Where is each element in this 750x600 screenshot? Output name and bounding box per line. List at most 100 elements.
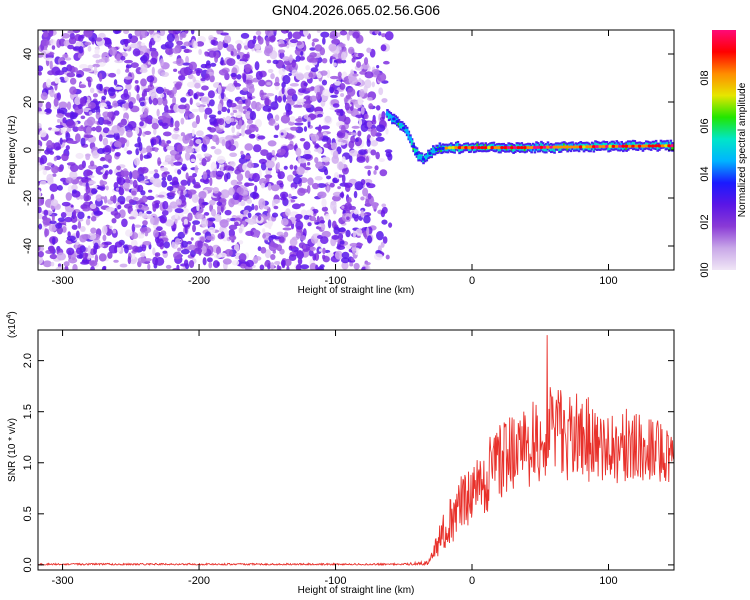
noise-speckle	[152, 203, 157, 212]
noise-speckle	[305, 64, 311, 71]
noise-speckle	[117, 204, 122, 210]
track-core	[451, 146, 455, 150]
track-core	[569, 145, 573, 149]
noise-speckle	[321, 125, 330, 130]
noise-speckle	[321, 57, 328, 64]
noise-speckle	[183, 259, 189, 267]
noise-speckle	[104, 241, 112, 246]
noise-speckle	[302, 153, 312, 160]
noise-speckle	[363, 85, 368, 94]
noise-speckle	[331, 38, 341, 45]
noise-speckle	[337, 186, 341, 190]
noise-speckle	[90, 216, 97, 222]
noise-speckle	[148, 170, 156, 174]
noise-speckle	[218, 69, 229, 76]
snr-y-ticks: 0.0 0.5 1.0 1.5 2.0	[22, 353, 674, 573]
track-core	[532, 145, 537, 150]
noise-speckle	[341, 174, 346, 184]
y-tick-label: -20	[22, 190, 34, 206]
noise-speckle	[49, 150, 55, 155]
noise-speckle	[363, 57, 369, 66]
noise-speckle	[168, 192, 176, 197]
track-core	[647, 144, 652, 148]
noise-speckle	[236, 187, 244, 195]
track-core	[480, 146, 485, 150]
noise-speckle	[138, 211, 143, 217]
noise-speckle	[336, 58, 343, 64]
noise-speckle	[344, 102, 350, 111]
noise-speckle	[229, 161, 236, 168]
noise-speckle	[192, 220, 201, 225]
noise-speckle	[220, 231, 225, 239]
noise-speckle	[66, 235, 76, 242]
noise-speckle	[57, 217, 66, 222]
noise-speckle	[87, 215, 91, 219]
track-core	[650, 144, 655, 148]
noise-speckle	[192, 76, 196, 83]
noise-speckle	[85, 126, 92, 135]
noise-speckle	[38, 255, 44, 265]
noise-speckle	[132, 245, 139, 252]
noise-speckle	[289, 126, 299, 131]
noise-speckle	[210, 62, 217, 67]
noise-speckle	[204, 107, 213, 115]
noise-speckle	[44, 108, 52, 114]
track-core	[555, 145, 560, 149]
noise-speckle	[100, 56, 110, 63]
noise-speckle	[299, 203, 305, 207]
noise-speckle	[208, 226, 216, 234]
noise-speckle	[77, 221, 82, 229]
track-core	[388, 114, 393, 119]
noise-speckle	[317, 191, 327, 199]
noise-speckle	[245, 259, 254, 268]
noise-speckle	[139, 114, 147, 118]
noise-speckle	[92, 63, 101, 68]
noise-speckle	[379, 169, 388, 177]
noise-speckle	[214, 148, 222, 155]
noise-speckle	[160, 230, 167, 237]
track-core	[460, 146, 465, 150]
noise-speckle	[317, 265, 325, 270]
noise-speckle	[320, 31, 330, 38]
noise-speckle	[131, 190, 137, 196]
noise-speckle	[268, 118, 276, 125]
noise-speckle	[296, 166, 305, 176]
noise-speckle	[292, 31, 302, 40]
noise-speckle	[152, 216, 160, 226]
track-core	[392, 117, 396, 121]
noise-speckle	[295, 265, 301, 270]
noise-speckle	[352, 73, 359, 77]
noise-speckle	[166, 109, 175, 114]
noise-speckle	[163, 171, 170, 175]
noise-speckle	[114, 30, 122, 34]
snr-x-ticks: -300 -200 -100 0 100	[52, 330, 618, 587]
noise-speckle	[220, 164, 224, 172]
noise-speckle	[236, 43, 242, 51]
noise-speckle	[108, 72, 117, 78]
noise-speckle	[347, 46, 355, 55]
noise-speckle	[344, 140, 348, 144]
noise-speckle	[79, 194, 84, 200]
noise-speckle	[46, 162, 53, 167]
noise-speckle	[125, 82, 132, 91]
noise-speckle	[66, 72, 76, 78]
noise-speckle	[220, 57, 224, 66]
noise-speckle	[147, 263, 151, 270]
noise-speckle	[268, 34, 276, 43]
noise-speckle	[87, 175, 95, 179]
noise-speckle	[195, 69, 201, 76]
noise-speckle	[321, 223, 326, 231]
y-tick-label: 40	[22, 48, 34, 60]
noise-speckle	[69, 86, 77, 95]
noise-speckle	[152, 178, 162, 187]
noise-speckle	[242, 87, 249, 92]
noise-speckle	[107, 251, 113, 259]
noise-speckle	[235, 111, 243, 119]
noise-speckle	[176, 40, 183, 46]
noise-speckle	[46, 140, 53, 149]
noise-speckle	[88, 180, 96, 185]
noise-speckle	[113, 259, 119, 263]
noise-speckle	[53, 142, 61, 151]
noise-speckle	[240, 154, 246, 160]
noise-speckle	[334, 109, 344, 113]
